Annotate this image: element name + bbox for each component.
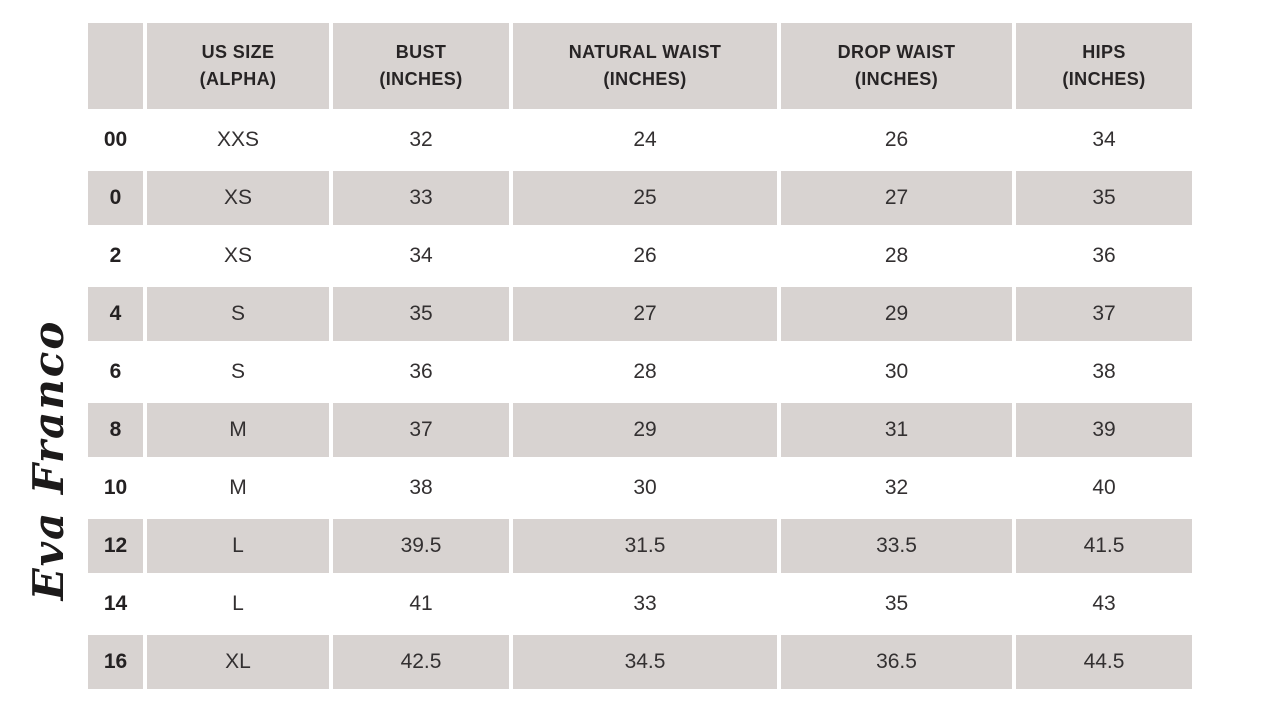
cell-bust: 36 (333, 345, 509, 399)
cell-alpha-size: S (147, 287, 329, 341)
cell-alpha-size: M (147, 461, 329, 515)
cell-hips: 35 (1016, 171, 1192, 225)
cell-drop-waist: 29 (781, 287, 1012, 341)
cell-bust: 39.5 (333, 519, 509, 573)
header-cell-empty (88, 23, 143, 109)
table-row-size-14: 14 L 41 33 35 43 (88, 577, 1192, 631)
cell-bust: 42.5 (333, 635, 509, 689)
size-chart-table: US SIZE (ALPHA) BUST (INCHES) NATURAL WA… (84, 19, 1196, 693)
cell-alpha-size: XL (147, 635, 329, 689)
cell-us-size: 6 (88, 345, 143, 399)
header-cell-us-size-alpha: US SIZE (ALPHA) (147, 23, 329, 109)
header-cell-natural-waist: NATURAL WAIST (INCHES) (513, 23, 777, 109)
cell-drop-waist: 36.5 (781, 635, 1012, 689)
cell-natural-waist: 26 (513, 229, 777, 283)
cell-drop-waist: 33.5 (781, 519, 1012, 573)
header-line-2: (ALPHA) (199, 69, 277, 89)
cell-bust: 32 (333, 113, 509, 167)
header-line-1: NATURAL WAIST (568, 42, 722, 62)
cell-natural-waist: 29 (513, 403, 777, 457)
cell-bust: 35 (333, 287, 509, 341)
table-row-size-10: 10 M 38 30 32 40 (88, 461, 1192, 515)
cell-drop-waist: 30 (781, 345, 1012, 399)
table-row-size-00: 00 XXS 32 24 26 34 (88, 113, 1192, 167)
cell-hips: 39 (1016, 403, 1192, 457)
header-cell-drop-waist: DROP WAIST (INCHES) (781, 23, 1012, 109)
cell-us-size: 4 (88, 287, 143, 341)
cell-bust: 37 (333, 403, 509, 457)
header-line-2: (INCHES) (379, 69, 463, 89)
cell-hips: 41.5 (1016, 519, 1192, 573)
header-cell-hips: HIPS (INCHES) (1016, 23, 1192, 109)
cell-us-size: 00 (88, 113, 143, 167)
cell-drop-waist: 26 (781, 113, 1012, 167)
brand-logo: Eva Franco (24, 319, 73, 601)
cell-natural-waist: 24 (513, 113, 777, 167)
cell-us-size: 8 (88, 403, 143, 457)
header-row: US SIZE (ALPHA) BUST (INCHES) NATURAL WA… (88, 23, 1192, 109)
cell-hips: 38 (1016, 345, 1192, 399)
cell-us-size: 10 (88, 461, 143, 515)
cell-natural-waist: 25 (513, 171, 777, 225)
cell-bust: 41 (333, 577, 509, 631)
cell-hips: 43 (1016, 577, 1192, 631)
cell-natural-waist: 33 (513, 577, 777, 631)
cell-alpha-size: M (147, 403, 329, 457)
cell-us-size: 14 (88, 577, 143, 631)
cell-natural-waist: 27 (513, 287, 777, 341)
cell-bust: 38 (333, 461, 509, 515)
cell-natural-waist: 30 (513, 461, 777, 515)
header-line-2: (INCHES) (1062, 69, 1146, 89)
cell-alpha-size: XS (147, 171, 329, 225)
header-line-1: HIPS (1082, 42, 1126, 62)
cell-bust: 34 (333, 229, 509, 283)
header-line-1: US SIZE (201, 42, 275, 62)
cell-us-size: 16 (88, 635, 143, 689)
table-row-size-16: 16 XL 42.5 34.5 36.5 44.5 (88, 635, 1192, 689)
cell-alpha-size: L (147, 519, 329, 573)
cell-hips: 44.5 (1016, 635, 1192, 689)
cell-us-size: 0 (88, 171, 143, 225)
cell-drop-waist: 31 (781, 403, 1012, 457)
cell-drop-waist: 27 (781, 171, 1012, 225)
cell-drop-waist: 35 (781, 577, 1012, 631)
header-line-1: BUST (395, 42, 447, 62)
table-row-size-4: 4 S 35 27 29 37 (88, 287, 1192, 341)
cell-alpha-size: XS (147, 229, 329, 283)
cell-bust: 33 (333, 171, 509, 225)
header-cell-bust: BUST (INCHES) (333, 23, 509, 109)
cell-natural-waist: 34.5 (513, 635, 777, 689)
table-row-size-0: 0 XS 33 25 27 35 (88, 171, 1192, 225)
cell-drop-waist: 32 (781, 461, 1012, 515)
cell-hips: 37 (1016, 287, 1192, 341)
table-row-size-8: 8 M 37 29 31 39 (88, 403, 1192, 457)
cell-drop-waist: 28 (781, 229, 1012, 283)
header-line-2: (INCHES) (854, 69, 939, 89)
cell-natural-waist: 31.5 (513, 519, 777, 573)
cell-alpha-size: L (147, 577, 329, 631)
table-row-size-6: 6 S 36 28 30 38 (88, 345, 1192, 399)
cell-alpha-size: S (147, 345, 329, 399)
cell-hips: 40 (1016, 461, 1192, 515)
cell-natural-waist: 28 (513, 345, 777, 399)
cell-alpha-size: XXS (147, 113, 329, 167)
cell-hips: 34 (1016, 113, 1192, 167)
cell-us-size: 2 (88, 229, 143, 283)
header-line-1: DROP WAIST (837, 42, 956, 62)
cell-us-size: 12 (88, 519, 143, 573)
cell-hips: 36 (1016, 229, 1192, 283)
table-row-size-12: 12 L 39.5 31.5 33.5 41.5 (88, 519, 1192, 573)
header-line-2: (INCHES) (603, 69, 687, 89)
table-row-size-2: 2 XS 34 26 28 36 (88, 229, 1192, 283)
